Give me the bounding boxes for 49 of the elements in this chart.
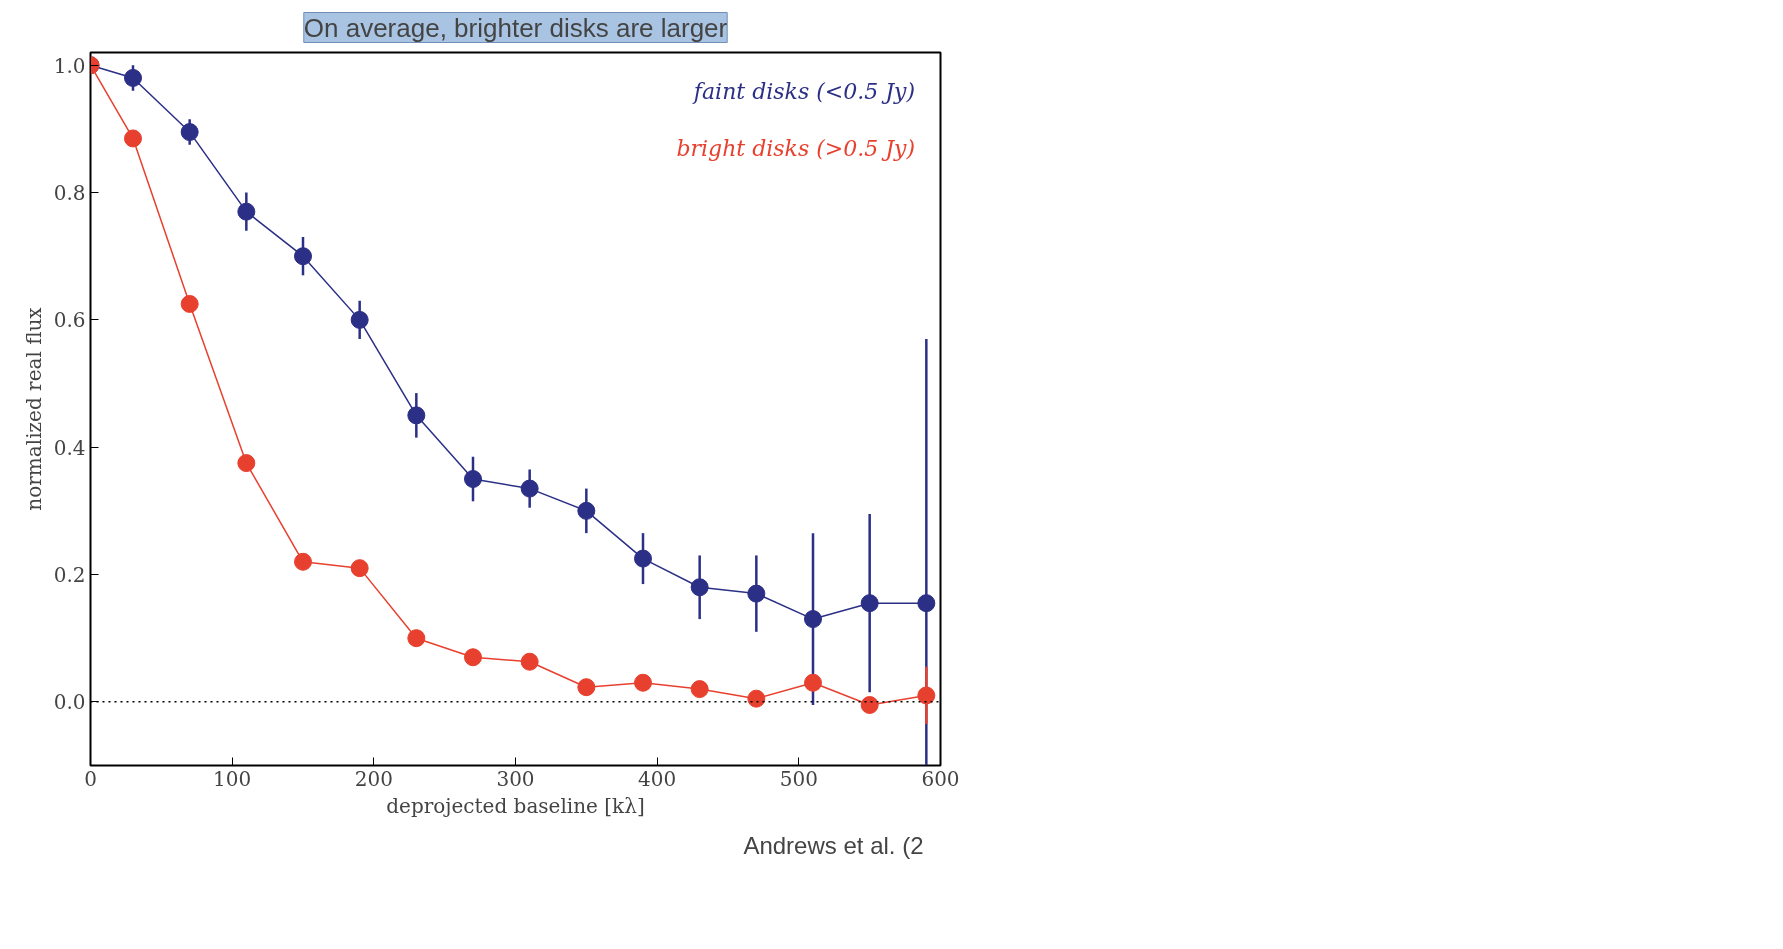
point	[747, 584, 766, 603]
x-tick-label: 600	[921, 766, 960, 791]
point	[520, 479, 539, 498]
point	[124, 129, 142, 148]
point	[577, 678, 596, 697]
point	[520, 652, 539, 671]
point	[237, 202, 256, 221]
x-tick-label: 300	[496, 766, 535, 791]
point	[860, 696, 879, 715]
x-tick-label: 500	[779, 766, 818, 791]
point	[464, 648, 482, 667]
point	[294, 552, 312, 571]
text: Andrews et al. (2	[743, 832, 924, 859]
point	[124, 68, 142, 87]
point	[690, 680, 709, 699]
point	[860, 594, 879, 613]
point	[294, 247, 312, 266]
point	[804, 673, 822, 692]
x-tick-label: 0	[84, 766, 97, 791]
point	[180, 123, 199, 142]
y-tick-label: 1.0	[53, 53, 86, 78]
point	[917, 594, 936, 613]
point	[634, 549, 652, 568]
y-axis-title: normalized real flux	[21, 306, 46, 511]
point	[350, 559, 369, 578]
point	[464, 470, 482, 489]
point	[917, 686, 936, 705]
point	[407, 406, 426, 425]
point	[804, 610, 822, 629]
x-axis-title: deprojected baseline [kλ]	[386, 793, 645, 818]
x-tick-label: 200	[354, 766, 393, 791]
y-tick-label: 0.8	[53, 181, 86, 206]
point	[407, 629, 426, 648]
point	[350, 310, 369, 329]
y-tick-label: 0.4	[53, 435, 86, 460]
point	[747, 689, 766, 708]
point	[634, 673, 652, 692]
chart-title: On average, brighter disks are larger	[303, 12, 728, 43]
point	[180, 294, 199, 313]
x-tick-label: 100	[213, 766, 252, 791]
y-tick-label: 0.6	[53, 308, 86, 333]
text: bright disks (>0.5 Jy)	[676, 136, 915, 162]
x-tick-label: 400	[638, 766, 677, 791]
point	[577, 501, 596, 520]
y-tick-label: 0.0	[53, 690, 86, 715]
point	[237, 454, 256, 473]
text: faint disks (<0.5 Jy)	[691, 79, 916, 105]
point	[690, 578, 709, 597]
y-tick-label: 0.2	[53, 563, 86, 588]
